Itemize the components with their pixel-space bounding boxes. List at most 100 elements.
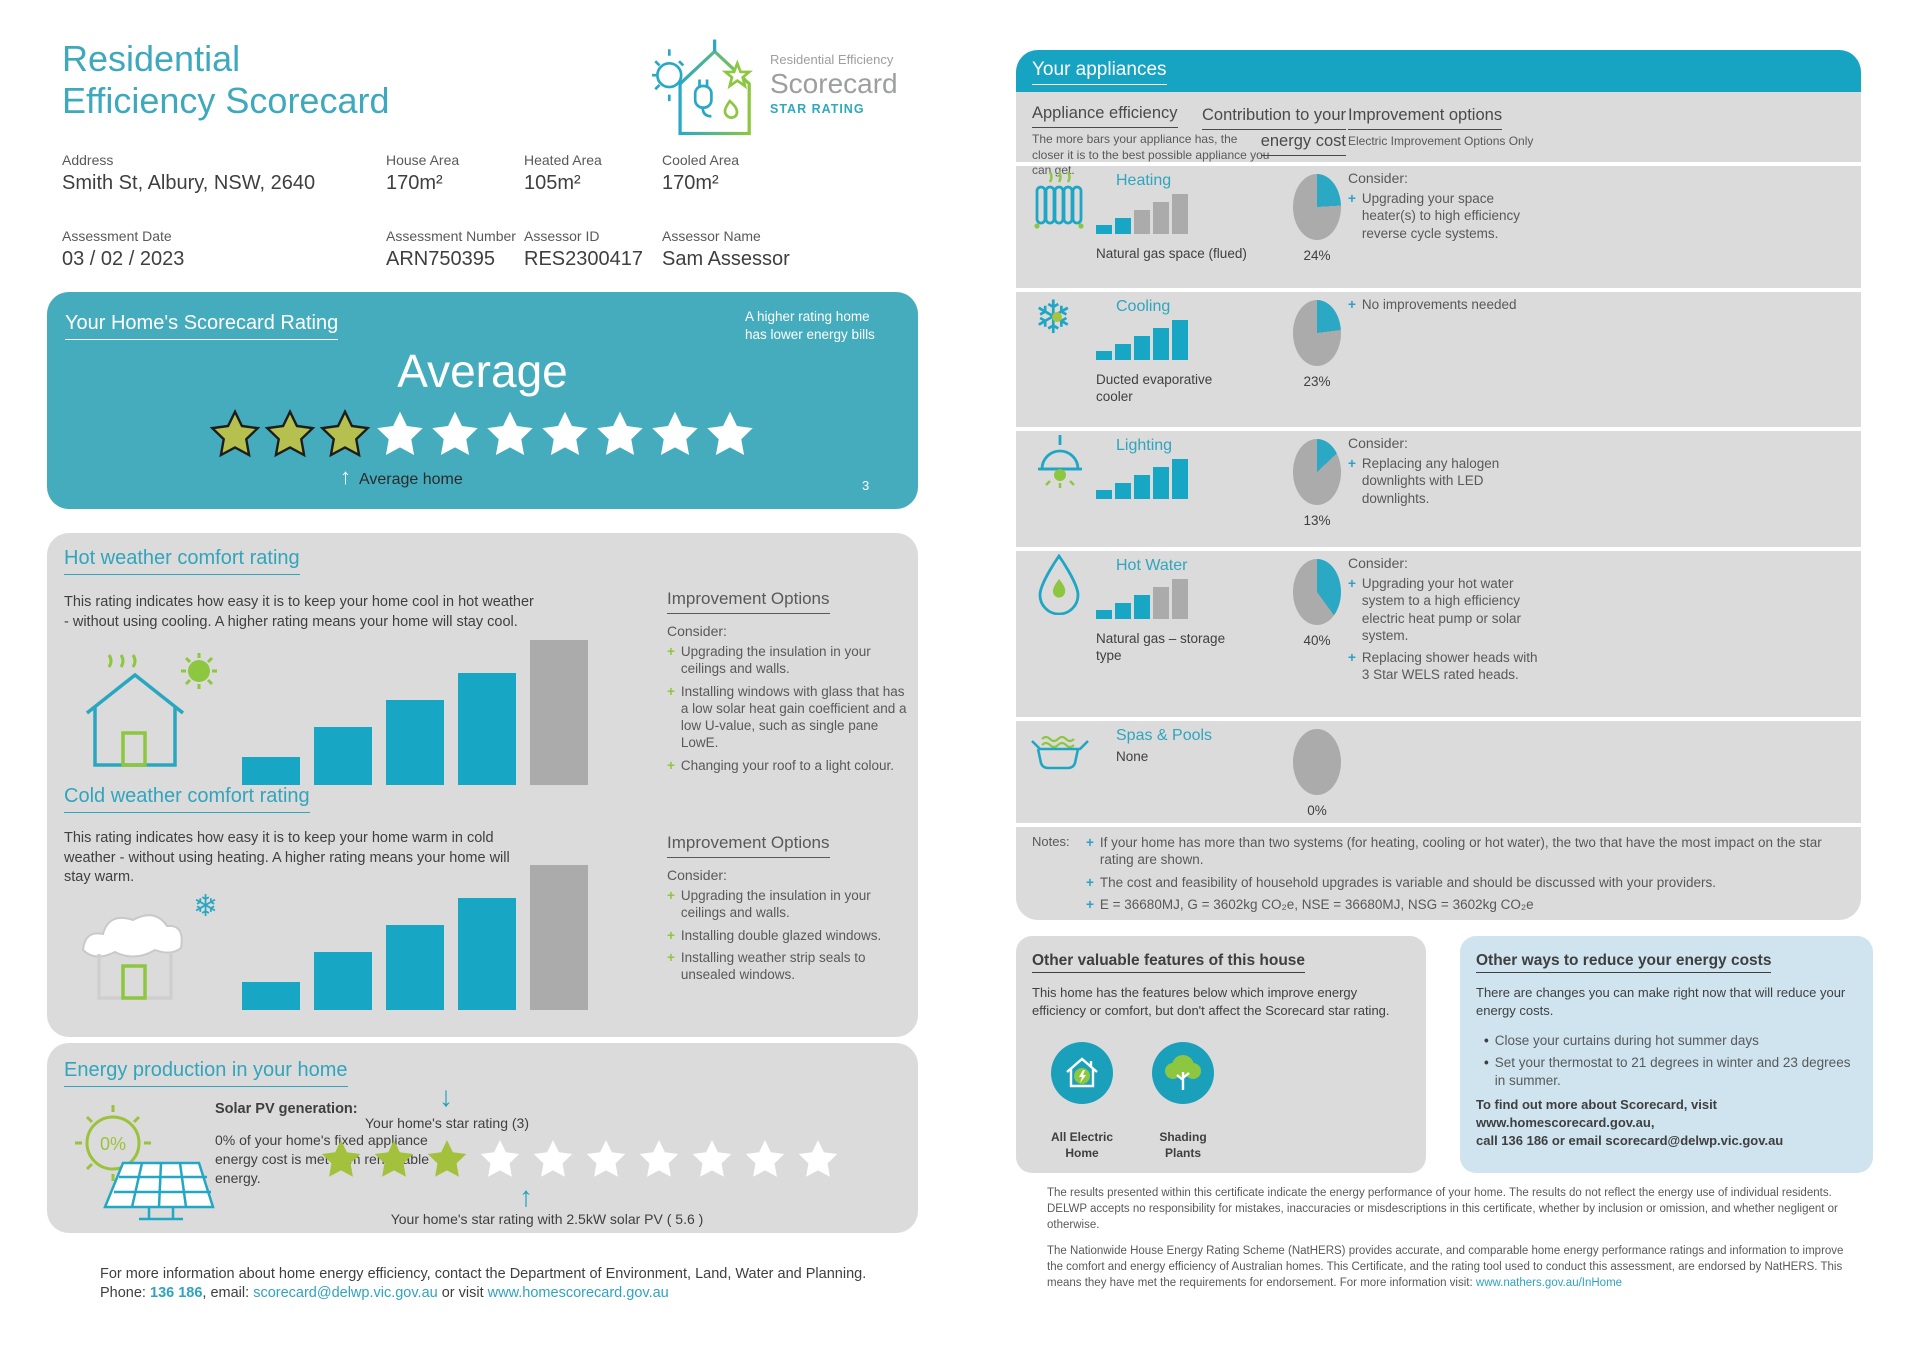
rating-stars [209,408,756,460]
col-improvement-options-sub: Electric Improvement Options Only [1348,134,1534,148]
star-icon [707,411,753,456]
assessment-number-value: ARN750395 [386,248,495,270]
efficiency-bar [242,757,300,785]
appliance-row-heating: Heating Natural gas space (flued) 24% Co… [1016,166,1861,288]
heating-pie-chart [1293,174,1341,240]
divider [1016,427,1861,431]
hot-water-pie-chart [1293,559,1341,625]
divider [1016,823,1861,827]
address-value: Smith St, Albury, NSW, 2640 [62,172,316,194]
star-icon [427,1140,467,1177]
disclaimer-paragraph-1: The results presented within this certif… [1047,1187,1838,1231]
heating-improvement-list: + Upgrading your space heater(s) to high … [1348,190,1540,247]
page-title-line1: Residential [62,38,241,79]
spas-pie-chart [1293,729,1341,795]
house-area-value: 170m² [386,172,443,194]
appliance-name: Natural gas – storage type [1096,631,1226,663]
plus-icon: + [1348,576,1356,591]
footer-line2: Phone: 136 186, email: scorecard@delwp.v… [100,1285,669,1301]
cooling-pie-chart [1293,300,1341,366]
list-item: + If your home has more than two systems … [1086,834,1846,869]
heated-area-label: Heated Area [524,152,602,168]
cold-improvement-list: + Upgrading the insulation in your ceilin… [667,887,909,988]
star-icon [533,1140,573,1177]
cold-improvement-heading: Improvement Options [667,833,830,858]
hot-weather-description: This rating indicates how easy it is to … [64,594,534,630]
homescorecard-url[interactable]: www.homescorecard.gov.au, [1476,1115,1655,1131]
star-icon [377,411,423,456]
logo-text-line1: Residential Efficiency [770,52,894,67]
assessment-date-value: 03 / 02 / 2023 [62,248,185,270]
cold-weather-description: This rating indicates how easy it is to … [64,830,510,886]
phone-link[interactable]: 136 186 [150,1285,203,1301]
efficiency-bar [1153,587,1169,619]
list-item: • Set your thermostat to 21 degrees in wi… [1484,1054,1859,1089]
star-icon [374,1140,414,1177]
notes-label: Notes: [1032,834,1070,849]
website-link[interactable]: www.homescorecard.gov.au [487,1285,669,1301]
logo-text-line3: STAR RATING [770,102,865,116]
scorecard-rating-box: Your Home's Scorecard Rating A higher ra… [47,292,918,509]
contribution-percent: 24% [1303,248,1331,263]
appliance-row-lighting: Lighting 13% Consider: + Replacing any ha… [1016,431,1861,547]
list-item-text: Installing windows with glass that has a… [680,683,907,751]
other-ways-heading: Other ways to reduce your energy costs [1476,952,1772,973]
nathers-link[interactable]: www.nathers.gov.au/InHome [1475,1276,1623,1289]
hot-water-improvement-list: + Upgrading your hot water system to a hi… [1348,575,1540,689]
consider-label: Consider: [1348,170,1408,186]
lighting-bar-chart [1096,459,1188,499]
solar-stars [319,1137,840,1181]
list-item-text: Upgrading the insulation in your ceiling… [680,888,871,921]
assessor-id-label: Assessor ID [524,228,600,244]
features-box: Other valuable features of this house Th… [1016,936,1426,1173]
features-paragraph: This home has the features below which i… [1032,985,1390,1018]
efficiency-bar [386,700,444,785]
hot-improvement-heading: Improvement Options [667,589,830,614]
list-item: + Replacing shower heads with 3 Star WELS… [1348,649,1540,684]
address-label: Address [62,152,114,168]
appliance-label: Lighting [1116,437,1173,454]
cooling-improvement-list: + No improvements needed [1348,296,1548,318]
bullet-icon: • [1484,1033,1489,1048]
list-item: + Changing your roof to a light colour. [667,757,909,774]
features-heading: Other valuable features of this house [1032,952,1306,973]
pv-rating-up-arrow-icon: ↑ [519,1181,533,1212]
footer-line1: For more information about home energy e… [100,1266,867,1282]
notes-list: + If your home has more than two systems … [1086,834,1846,918]
plus-icon: + [667,949,675,965]
list-item: + Upgrading your hot water system to a hi… [1348,575,1540,644]
plus-icon: + [1086,835,1094,850]
col-contribution: Contribution to your energy cost [1186,104,1346,156]
appliance-label: Spas & Pools [1116,727,1213,744]
star-icon [480,1140,520,1177]
appliance-label: Cooling [1116,298,1171,315]
comfort-rating-box: Hot weather comfort rating This rating i… [47,533,918,1037]
star-icon [798,1140,838,1177]
divider [1016,288,1861,292]
plus-icon: + [1348,456,1356,471]
efficiency-bar [242,982,300,1010]
star-icon [745,1140,785,1177]
solar-pv-label: Solar PV generation: [215,1101,358,1117]
efficiency-bar [1134,475,1150,499]
page-title-line2: Efficiency Scorecard [62,80,390,122]
email-link[interactable]: scorecard@delwp.vic.gov.au [253,1285,438,1301]
plus-icon: + [667,683,675,699]
list-item: + Installing weather strip seals to unsea… [667,949,909,984]
list-item: + Upgrading your space heater(s) to high … [1348,190,1540,242]
star-rating-down-arrow-icon: ↓ [439,1081,453,1112]
star-icon [652,411,698,456]
plus-icon: + [667,927,675,943]
contribution-percent: 40% [1303,633,1331,648]
assessment-date-label: Assessment Date [62,228,172,244]
plus-icon: + [1348,191,1356,206]
efficiency-bar [1153,467,1169,499]
energy-production-box: Energy production in your home 0% [47,1043,918,1233]
efficiency-bar [458,898,516,1010]
list-item: + The cost and feasibility of household u… [1086,874,1846,891]
appliances-header-bar: Your appliances [1016,50,1861,92]
efficiency-bar [530,640,588,785]
list-item-text: Upgrading the insulation in your ceiling… [680,644,871,677]
heating-bar-chart [1096,194,1188,234]
list-item: + Upgrading the insulation in your ceilin… [667,643,909,678]
